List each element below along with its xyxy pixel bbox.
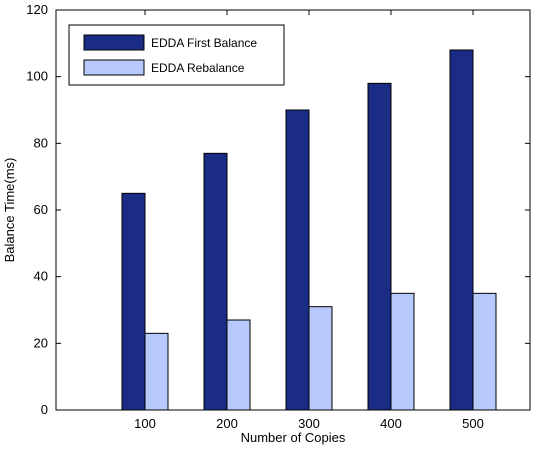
bar-first-balance xyxy=(449,49,474,411)
y-tick-label: 20 xyxy=(34,335,48,350)
bar-rebalance xyxy=(144,332,169,411)
y-tick-label: 40 xyxy=(34,269,48,284)
x-tick-label: 100 xyxy=(134,416,156,431)
bar-rebalance xyxy=(390,292,415,411)
legend: EDDA First Balance EDDA Rebalance xyxy=(68,24,285,86)
bar-first-balance xyxy=(367,82,392,411)
legend-swatch-first-balance xyxy=(83,34,145,51)
legend-swatch-rebalance xyxy=(83,59,145,76)
x-tick-label: 200 xyxy=(216,416,238,431)
y-tick-label: 0 xyxy=(41,402,48,417)
y-tick-label: 100 xyxy=(26,69,48,84)
bar-rebalance xyxy=(226,319,251,411)
legend-box xyxy=(68,24,285,86)
y-tick-label: 80 xyxy=(34,135,48,150)
bar-first-balance xyxy=(285,109,310,411)
y-tick-label: 60 xyxy=(34,202,48,217)
x-tick-label: 300 xyxy=(298,416,320,431)
bar-rebalance xyxy=(472,292,497,411)
bars-group xyxy=(121,49,497,411)
bar-rebalance xyxy=(308,306,333,411)
x-axis-label: Number of Copies xyxy=(241,430,346,445)
x-tick-label: 500 xyxy=(462,416,484,431)
y-axis-label: Balance Time(ms) xyxy=(2,158,17,263)
bar-first-balance xyxy=(203,152,228,411)
legend-label-first-balance: EDDA First Balance xyxy=(151,36,257,50)
y-tick-label: 120 xyxy=(26,2,48,17)
x-axis: 100 200 300 400 500 xyxy=(134,10,484,431)
x-tick-label: 400 xyxy=(380,416,402,431)
legend-label-rebalance: EDDA Rebalance xyxy=(151,61,245,75)
bar-first-balance xyxy=(121,192,146,411)
y-axis: 0 20 40 60 80 100 120 xyxy=(26,2,530,417)
